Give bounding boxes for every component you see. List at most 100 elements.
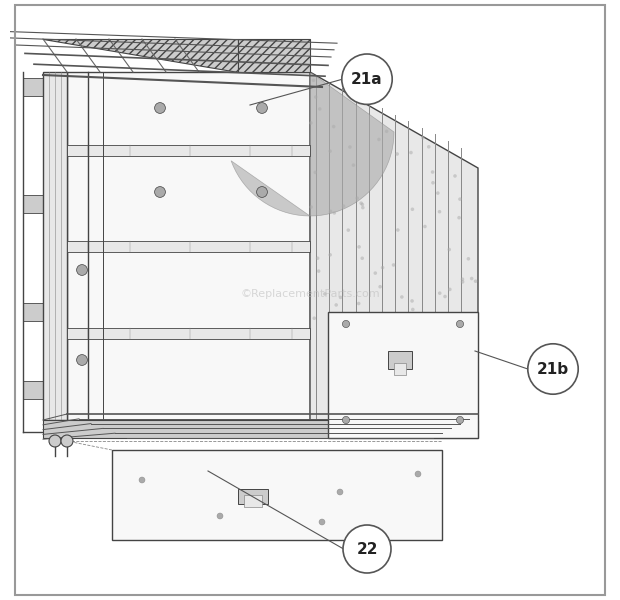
Circle shape	[474, 280, 477, 283]
Circle shape	[339, 296, 342, 299]
Circle shape	[257, 103, 267, 113]
Circle shape	[456, 320, 464, 328]
Polygon shape	[67, 72, 310, 420]
Circle shape	[396, 228, 400, 232]
Circle shape	[368, 314, 372, 318]
Circle shape	[347, 325, 350, 329]
Circle shape	[448, 287, 451, 291]
Circle shape	[461, 277, 464, 281]
Circle shape	[361, 316, 365, 319]
Circle shape	[332, 211, 336, 215]
Circle shape	[348, 145, 352, 149]
Circle shape	[385, 130, 388, 133]
Circle shape	[431, 181, 435, 185]
Circle shape	[438, 210, 441, 214]
Circle shape	[323, 292, 327, 296]
Circle shape	[364, 329, 368, 332]
Polygon shape	[394, 363, 406, 375]
Circle shape	[61, 435, 73, 447]
Circle shape	[378, 285, 382, 289]
Circle shape	[319, 85, 323, 88]
Text: ©ReplacementParts.com: ©ReplacementParts.com	[240, 289, 380, 299]
Circle shape	[342, 54, 392, 104]
Circle shape	[154, 103, 166, 113]
Circle shape	[361, 203, 364, 206]
Circle shape	[453, 174, 457, 178]
Polygon shape	[23, 303, 43, 321]
Polygon shape	[43, 420, 478, 438]
Circle shape	[329, 253, 332, 257]
Circle shape	[448, 248, 451, 251]
Circle shape	[408, 334, 411, 337]
Circle shape	[49, 435, 61, 447]
Circle shape	[528, 344, 578, 394]
Circle shape	[415, 471, 421, 477]
Polygon shape	[244, 495, 262, 507]
Circle shape	[332, 125, 335, 128]
Circle shape	[77, 355, 87, 365]
Circle shape	[312, 316, 316, 320]
Circle shape	[342, 204, 345, 208]
Circle shape	[458, 197, 462, 201]
Circle shape	[373, 271, 377, 275]
Circle shape	[410, 208, 414, 211]
Circle shape	[411, 308, 415, 311]
Circle shape	[154, 187, 166, 197]
Circle shape	[461, 280, 464, 284]
Circle shape	[347, 229, 350, 232]
Circle shape	[312, 79, 315, 82]
Polygon shape	[67, 145, 310, 156]
Circle shape	[400, 295, 404, 299]
Circle shape	[317, 269, 321, 273]
Polygon shape	[67, 241, 310, 252]
Circle shape	[139, 477, 145, 483]
Circle shape	[337, 489, 343, 495]
Circle shape	[77, 265, 87, 275]
Polygon shape	[67, 328, 310, 339]
Text: 22: 22	[356, 541, 378, 557]
Circle shape	[319, 519, 325, 525]
Circle shape	[421, 136, 425, 140]
Circle shape	[360, 319, 363, 323]
Circle shape	[409, 151, 413, 154]
Circle shape	[361, 206, 365, 209]
Circle shape	[309, 121, 312, 125]
Circle shape	[329, 209, 332, 213]
Circle shape	[314, 95, 317, 99]
Circle shape	[456, 416, 464, 424]
Text: 21a: 21a	[351, 72, 383, 87]
Circle shape	[357, 245, 361, 248]
Circle shape	[470, 277, 474, 280]
Circle shape	[436, 191, 440, 195]
Circle shape	[396, 152, 399, 156]
Polygon shape	[23, 195, 43, 213]
Polygon shape	[23, 78, 43, 96]
Circle shape	[360, 256, 364, 260]
Circle shape	[342, 416, 350, 424]
Circle shape	[431, 170, 435, 174]
Circle shape	[257, 187, 267, 197]
Polygon shape	[43, 72, 67, 420]
Circle shape	[438, 292, 441, 295]
Circle shape	[316, 256, 319, 260]
Circle shape	[458, 216, 461, 220]
Polygon shape	[231, 72, 394, 216]
Circle shape	[329, 149, 332, 153]
Circle shape	[334, 303, 338, 307]
Circle shape	[438, 326, 441, 329]
Circle shape	[360, 202, 363, 205]
Circle shape	[467, 257, 470, 260]
Circle shape	[314, 170, 317, 174]
Circle shape	[443, 295, 447, 298]
Circle shape	[392, 263, 396, 267]
Circle shape	[427, 145, 430, 149]
Circle shape	[343, 525, 391, 573]
Polygon shape	[238, 39, 310, 72]
Circle shape	[342, 320, 350, 328]
Text: 21b: 21b	[537, 361, 569, 377]
Polygon shape	[238, 489, 268, 504]
Polygon shape	[112, 450, 442, 540]
Circle shape	[355, 196, 359, 200]
Circle shape	[318, 107, 322, 111]
Circle shape	[217, 513, 223, 519]
